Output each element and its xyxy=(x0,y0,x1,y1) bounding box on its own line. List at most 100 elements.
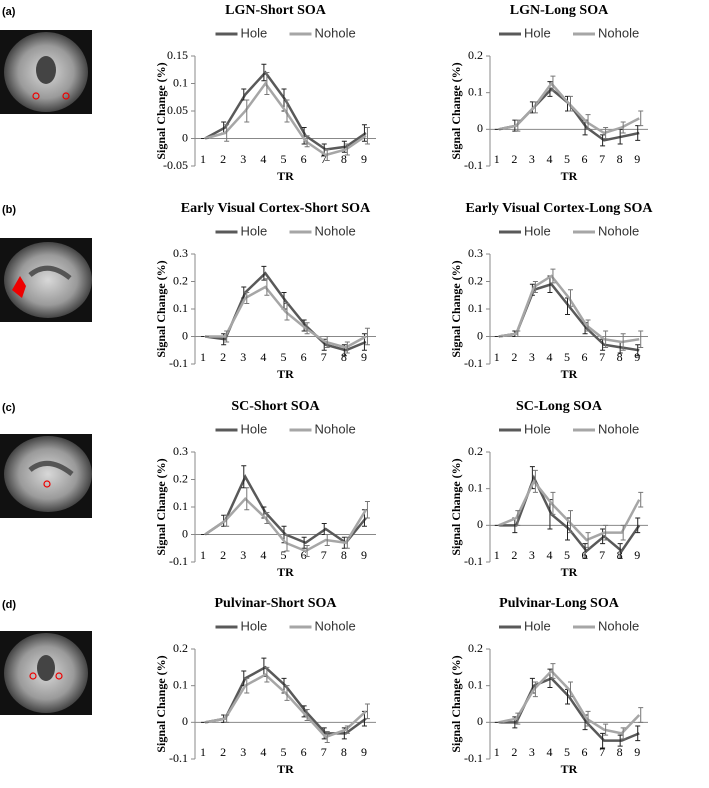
x-tick-label: 8 xyxy=(617,745,623,759)
x-tick-label: 9 xyxy=(634,745,640,759)
y-tick-label: 0 xyxy=(182,526,188,540)
x-tick-label: 1 xyxy=(494,350,500,364)
y-tick-label: 0 xyxy=(477,121,483,135)
legend-label: Nohole xyxy=(598,421,639,436)
x-tick-label: 2 xyxy=(511,152,517,166)
error-bar xyxy=(603,723,609,736)
error-bar xyxy=(550,268,556,284)
legend-label: Hole xyxy=(524,618,551,633)
x-tick-label: 4 xyxy=(260,548,266,562)
error-bar xyxy=(568,510,573,534)
chart-title: Pulvinar-Short SOA xyxy=(215,596,338,611)
x-axis-label: TR xyxy=(277,367,294,381)
x-tick-label: 6 xyxy=(301,350,307,364)
x-tick-label: 8 xyxy=(617,152,623,166)
error-bar xyxy=(532,101,538,114)
legend-label: Hole xyxy=(524,223,551,238)
error-bar xyxy=(344,725,350,734)
x-tick-label: 7 xyxy=(599,350,605,364)
y-axis-label: Signal Change (%) xyxy=(154,458,168,555)
brain-image-d xyxy=(0,631,92,715)
x-tick-label: 6 xyxy=(301,152,307,166)
error-bar xyxy=(617,734,623,747)
error-bar xyxy=(603,524,609,541)
error-bar xyxy=(620,727,626,740)
legend-label: Hole xyxy=(241,421,268,436)
error-bar xyxy=(600,528,606,545)
y-tick-label: -0.05 xyxy=(163,158,188,172)
x-tick-label: 7 xyxy=(599,152,605,166)
y-tick-label: 0 xyxy=(477,714,483,728)
legend-label: Hole xyxy=(241,25,268,40)
legend-label: Hole xyxy=(241,618,268,633)
error-bar xyxy=(364,703,370,720)
error-bar xyxy=(244,487,250,511)
chart-title: LGN-Short SOA xyxy=(225,3,327,18)
x-tick-label: 6 xyxy=(582,350,588,364)
series-line xyxy=(204,673,367,739)
x-tick-label: 1 xyxy=(200,548,206,562)
y-tick-label: 0.3 xyxy=(173,246,188,260)
x-tick-label: 5 xyxy=(281,152,287,166)
y-tick-label: 0.1 xyxy=(468,480,483,494)
error-bar xyxy=(600,732,606,749)
series-line xyxy=(204,81,367,157)
x-tick-label: 5 xyxy=(281,350,287,364)
error-bar xyxy=(568,95,573,112)
error-bar xyxy=(324,149,330,161)
error-bar xyxy=(638,110,644,127)
x-tick-label: 2 xyxy=(511,548,517,562)
error-bar xyxy=(515,510,521,526)
y-tick-label: 0.1 xyxy=(173,301,188,315)
y-tick-label: 0.3 xyxy=(173,444,188,458)
x-tick-label: 1 xyxy=(494,152,500,166)
x-axis-label: TR xyxy=(561,762,578,776)
brain-image-a xyxy=(0,30,92,114)
y-axis-label: Signal Change (%) xyxy=(449,62,463,159)
x-tick-label: 7 xyxy=(599,548,605,562)
x-tick-label: 4 xyxy=(546,548,552,562)
error-bar xyxy=(635,725,641,742)
x-tick-label: 8 xyxy=(341,745,347,759)
y-tick-label: 0.1 xyxy=(173,499,188,513)
y-tick-label: 0 xyxy=(477,328,483,342)
y-axis-label: Signal Change (%) xyxy=(449,458,463,555)
legend-label: Nohole xyxy=(315,25,356,40)
x-tick-label: 6 xyxy=(301,745,307,759)
error-bar xyxy=(532,281,538,293)
chart-title: SC-Long SOA xyxy=(516,399,603,414)
y-tick-label: 0.2 xyxy=(173,273,188,287)
x-axis-label: TR xyxy=(277,762,294,776)
error-bar xyxy=(284,685,290,701)
y-tick-label: -0.1 xyxy=(464,751,483,765)
error-bar xyxy=(324,534,330,546)
y-tick-label: 0 xyxy=(182,714,188,728)
error-bar xyxy=(224,714,230,723)
legend-label: Nohole xyxy=(598,618,639,633)
y-tick-label: 0 xyxy=(182,328,188,342)
y-tick-label: 0.05 xyxy=(167,103,188,117)
series-line xyxy=(204,496,368,553)
x-tick-label: 3 xyxy=(529,152,535,166)
x-axis-label: TR xyxy=(561,367,578,381)
y-tick-label: 0.1 xyxy=(468,301,483,315)
y-tick-label: 0.2 xyxy=(468,641,483,655)
error-bar xyxy=(284,303,290,321)
error-bar xyxy=(568,681,573,698)
y-tick-label: 0.1 xyxy=(173,75,188,89)
y-tick-label: 0 xyxy=(477,517,483,531)
series-line xyxy=(498,81,640,135)
x-tick-label: 4 xyxy=(260,745,266,759)
x-tick-label: 2 xyxy=(220,152,226,166)
series-line xyxy=(498,274,640,344)
x-tick-label: 3 xyxy=(529,350,535,364)
series-line xyxy=(498,474,641,553)
x-tick-label: 7 xyxy=(321,745,327,759)
x-tick-label: 2 xyxy=(220,745,226,759)
x-tick-label: 1 xyxy=(494,548,500,562)
x-axis-label: TR xyxy=(277,169,294,183)
error-bar xyxy=(344,341,350,354)
x-tick-label: 8 xyxy=(341,350,347,364)
y-axis-label: Signal Change (%) xyxy=(154,655,168,752)
x-tick-label: 5 xyxy=(281,548,287,562)
